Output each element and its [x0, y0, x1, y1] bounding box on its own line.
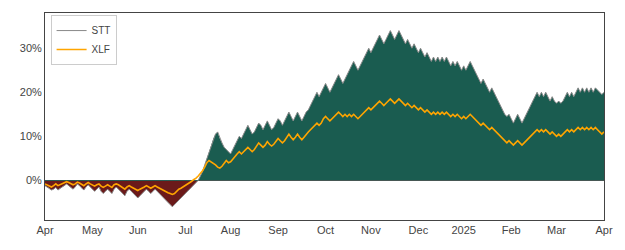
- svg-text:Feb: Feb: [502, 224, 521, 236]
- svg-text:Jun: Jun: [129, 224, 147, 236]
- svg-text:Nov: Nov: [361, 224, 381, 236]
- svg-text:Jul: Jul: [178, 224, 192, 236]
- svg-text:Dec: Dec: [409, 224, 429, 236]
- svg-text:May: May: [82, 224, 103, 236]
- svg-text:0%: 0%: [26, 174, 42, 186]
- svg-text:Sep: Sep: [268, 224, 288, 236]
- svg-text:Oct: Oct: [317, 224, 334, 236]
- svg-text:30%: 30%: [20, 42, 42, 54]
- svg-text:10%: 10%: [20, 130, 42, 142]
- svg-text:Apr: Apr: [36, 224, 53, 236]
- svg-text:XLF: XLF: [92, 44, 110, 55]
- svg-text:20%: 20%: [20, 86, 42, 98]
- svg-text:Mar: Mar: [547, 224, 566, 236]
- svg-text:2025: 2025: [451, 224, 475, 236]
- svg-text:STT: STT: [92, 25, 111, 36]
- svg-text:Apr: Apr: [595, 224, 612, 236]
- svg-text:Aug: Aug: [221, 224, 241, 236]
